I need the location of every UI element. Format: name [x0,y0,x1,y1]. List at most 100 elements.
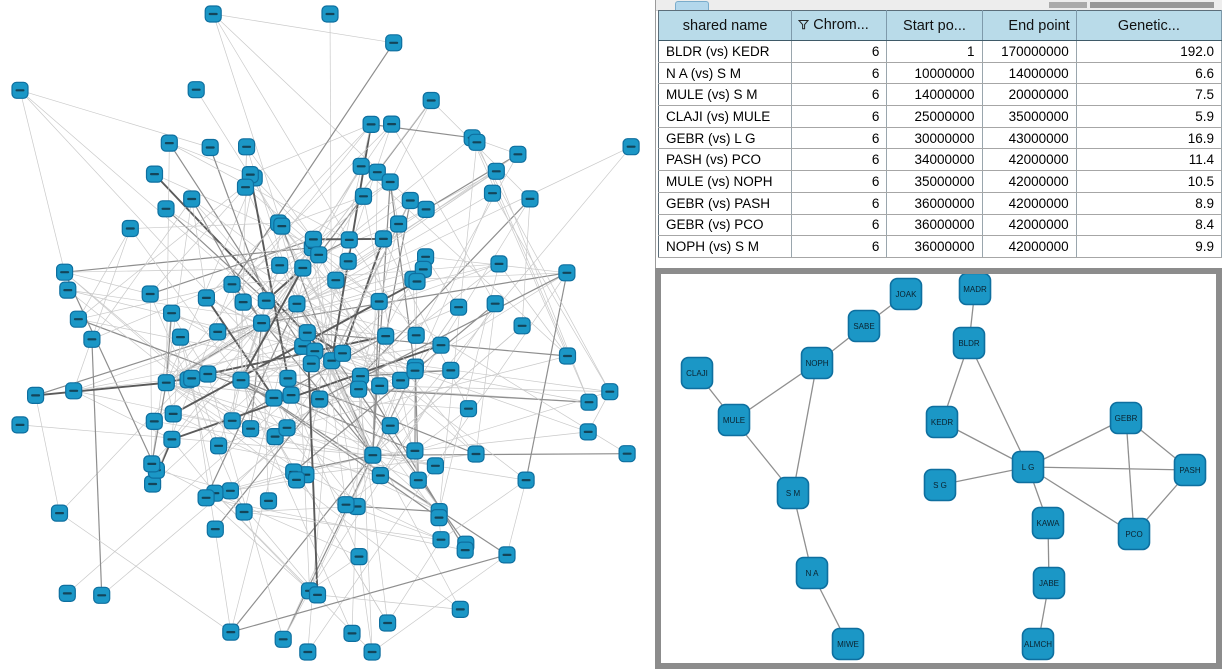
overview-node[interactable] [408,272,426,291]
overview-node[interactable] [406,442,424,460]
overview-edge[interactable] [64,267,303,273]
overview-edge[interactable] [415,154,519,336]
overview-node[interactable] [265,389,283,407]
overview-node[interactable] [222,623,240,641]
overview-node[interactable] [282,386,300,404]
overview-node[interactable] [432,531,450,549]
overview-node[interactable] [83,330,101,348]
table-tab-chip[interactable] [675,1,709,10]
node-jabe[interactable]: JABE [1032,566,1066,600]
overview-edge[interactable] [214,398,321,530]
overview-node[interactable] [371,466,389,485]
overview-edge[interactable] [261,146,632,324]
column-header-start-po[interactable]: Start po... [886,10,983,41]
overview-edge[interactable] [471,137,611,392]
overview-edge[interactable] [250,124,372,175]
overview-node[interactable] [354,187,373,205]
overview-edge[interactable] [19,90,65,273]
filter-icon[interactable] [798,19,810,30]
overview-node[interactable] [321,5,339,23]
overview-edge[interactable] [318,195,364,256]
overview-edge[interactable] [348,239,417,336]
overview-edge[interactable] [78,177,255,320]
node-sabe[interactable]: SABE [847,309,881,343]
overview-node[interactable] [204,5,222,23]
scrollbar-thumb[interactable] [1090,2,1214,8]
overview-edge[interactable] [357,505,440,513]
table-row[interactable]: MULE (vs) S M 6 14000000 20000000 7.5 [658,83,1222,107]
overview-edge[interactable] [475,303,496,455]
overview-edge[interactable] [240,379,508,556]
overview-edge[interactable] [261,323,269,501]
overview-edge[interactable] [230,554,508,633]
overview-node[interactable] [487,162,505,180]
overview-edge[interactable] [64,271,151,295]
overview-edge[interactable] [169,142,251,175]
overview-node[interactable] [426,457,444,475]
overview-edge[interactable] [495,171,590,403]
overview-edge[interactable] [73,345,303,392]
table-row[interactable]: CLAJI (vs) MULE 6 25000000 35000000 5.9 [658,105,1222,128]
overview-edge[interactable] [231,123,392,285]
node-noph[interactable]: NOPH [800,346,834,380]
table-row[interactable]: GEBR (vs) L G 6 30000000 43000000 16.9 [658,127,1222,150]
overview-edge[interactable] [150,238,314,295]
overview-edge[interactable] [450,303,496,371]
overview-edge[interactable] [379,385,610,393]
overview-edge[interactable] [209,147,267,301]
overview-node[interactable] [364,446,382,464]
overview-edge[interactable] [19,90,332,361]
overview-node[interactable] [65,382,83,400]
overview-node[interactable] [223,412,241,430]
overview-node[interactable] [271,256,289,274]
overview-edge[interactable] [273,397,358,507]
overview-node[interactable] [385,34,403,52]
overview-node[interactable] [302,355,320,373]
overview-node[interactable] [521,190,539,208]
overview-node[interactable] [392,371,410,389]
node-bldr[interactable]: BLDR [952,326,986,360]
overview-edge[interactable] [243,303,298,513]
overview-node[interactable] [339,252,357,270]
overview-node[interactable] [274,630,292,648]
network-edge[interactable] [968,342,1029,468]
overview-node[interactable] [467,445,485,463]
overview-edge[interactable] [240,267,304,381]
overview-edge[interactable] [205,497,310,592]
overview-edge[interactable] [372,325,523,456]
overview-node[interactable] [210,437,228,455]
overview-node[interactable] [333,344,352,362]
overview-node[interactable] [442,361,460,379]
overview-edge[interactable] [335,170,497,281]
overview-node[interactable] [171,328,190,346]
overview-edge[interactable] [212,13,283,227]
overview-edge[interactable] [191,198,308,333]
overview-node[interactable] [253,314,271,332]
overview-node[interactable] [164,405,182,423]
overview-node[interactable] [558,347,577,365]
overview-node[interactable] [299,643,317,661]
overview-edge[interactable] [296,261,349,305]
overview-edge[interactable] [414,391,610,452]
overview-node[interactable] [59,281,77,299]
overview-edge[interactable] [64,247,313,273]
network-edge[interactable] [1027,466,1191,471]
column-header-shared-name[interactable]: shared name [658,10,793,41]
overview-edge[interactable] [307,332,589,433]
overview-node[interactable] [93,586,111,604]
overview-node[interactable] [363,643,381,661]
table-row[interactable]: BLDR (vs) KEDR 6 1 170000000 192.0 [658,40,1222,63]
overview-edge[interactable] [313,123,392,240]
overview-edge[interactable] [231,283,374,456]
overview-edge[interactable] [261,322,360,557]
overview-node[interactable] [157,374,175,392]
overview-edge[interactable] [317,594,461,610]
table-row[interactable]: MULE (vs) NOPH 6 35000000 42000000 10.5 [658,170,1222,193]
overview-edge[interactable] [246,146,314,240]
overview-node[interactable] [450,298,468,316]
overview-edge[interactable] [195,89,283,227]
network-overview-canvas[interactable] [0,0,650,669]
overview-edge[interactable] [166,177,255,383]
overview-node[interactable] [417,200,435,218]
network-edge[interactable] [1027,466,1135,535]
